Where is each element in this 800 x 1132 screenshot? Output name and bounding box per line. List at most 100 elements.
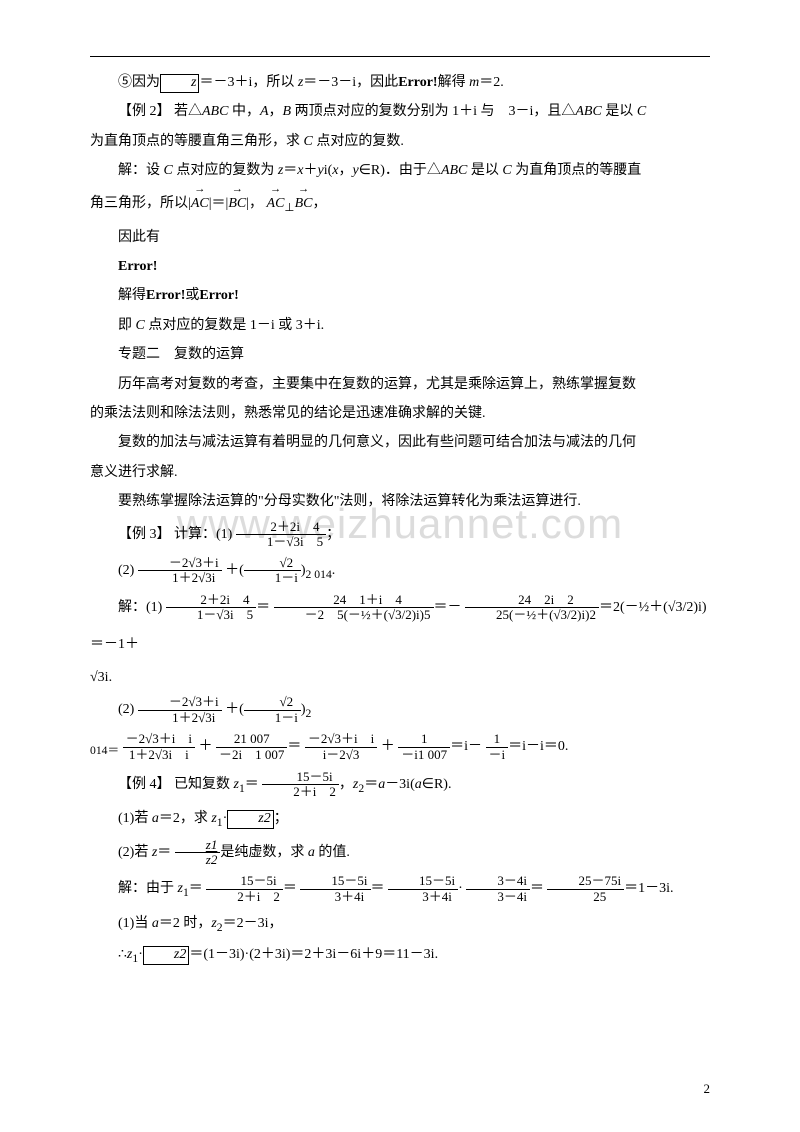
para-11: 历年高考对复数的考查，主要集中在复数的运算，尤其是乘除运算上，熟练掌握复数 bbox=[90, 370, 710, 399]
para-13: 复数的加法与减法运算有着明显的几何意义，因此有些问题可结合加法与减法的几何 bbox=[90, 428, 710, 457]
para-15: 要熟练掌握除法运算的"分母实数化"法则，将除法运算转化为乘法运算进行. bbox=[90, 487, 710, 516]
num: 2＋2i 4 bbox=[236, 520, 326, 535]
exp: 2 014 bbox=[306, 568, 332, 581]
frac: 25－75i25 bbox=[547, 874, 624, 904]
num: 15－5i bbox=[262, 770, 339, 785]
num: －2√3＋i i bbox=[123, 732, 195, 747]
t: ＝ bbox=[245, 777, 259, 792]
solution-2: (2) －2√3＋i1＋2√3i ＋(√21－i)2 bbox=[90, 692, 710, 729]
den: 3－4i bbox=[466, 890, 530, 904]
C: C bbox=[136, 318, 145, 333]
frac: 1－i1 007 bbox=[398, 732, 450, 762]
frac: 15－5i2＋i 2 bbox=[206, 874, 283, 904]
t: 是以 bbox=[602, 104, 637, 119]
part-1: (1)若 a＝2，求 z1·z2； bbox=[90, 804, 710, 835]
t: 解得 bbox=[438, 75, 470, 90]
C: C bbox=[304, 134, 313, 149]
para-14: 意义进行求解. bbox=[90, 458, 710, 487]
den: 1－√3i 5 bbox=[166, 608, 256, 622]
para-5: 角三角形，所以|AC|＝|BC|， AC⊥BC， bbox=[90, 186, 710, 223]
num: 24 1＋i 4 bbox=[274, 593, 434, 608]
den: 1＋2√3i bbox=[138, 711, 222, 725]
t: 中， bbox=[228, 104, 260, 119]
B: B bbox=[283, 104, 292, 119]
exp: 2 bbox=[306, 707, 312, 720]
t: ＝ bbox=[364, 777, 378, 792]
para-1: ⑤因为z＝－3＋i，所以 z＝－3－i，因此Error!解得 m＝2. bbox=[90, 68, 710, 97]
z2-box: z2 bbox=[143, 946, 189, 965]
z2-box: z2 bbox=[227, 810, 273, 829]
t: 意义进行求解. bbox=[90, 465, 178, 480]
a: a bbox=[415, 777, 422, 792]
frac: 15－5i3＋4i bbox=[300, 874, 370, 904]
num: －2√3＋i bbox=[138, 695, 222, 710]
result-2: ∴z1·z2＝(1－3i)·(2＋3i)＝2＋3i－6i＋9＝11－3i. bbox=[90, 940, 710, 971]
t: ∈R). bbox=[422, 777, 452, 792]
num: 25－75i bbox=[547, 874, 624, 889]
num: √2 bbox=[244, 695, 301, 710]
final-solution: 解：由于 z1＝ 15－5i2＋i 2＝ 15－5i3＋4i＝ 15－5i3＋4… bbox=[90, 871, 710, 908]
frac: 15－5i2＋i 2 bbox=[262, 770, 339, 800]
example-4: 【例 4】 已知复数 z1＝ 15－5i2＋i 2，z2＝a－3i(a∈R). bbox=[90, 767, 710, 804]
vec-ac: AC bbox=[267, 186, 285, 222]
t: ＝1－3i. bbox=[624, 881, 673, 896]
t: ， bbox=[269, 104, 283, 119]
t: 解：(1) bbox=[118, 600, 162, 615]
abc: ABC bbox=[575, 104, 601, 119]
num: －2√3＋i i bbox=[305, 732, 377, 747]
t: (－½＋(√3/2)i) bbox=[620, 600, 707, 615]
vec-bc: BC bbox=[228, 186, 246, 222]
num: 1 bbox=[486, 732, 509, 747]
vec-bc: BC bbox=[295, 186, 313, 222]
den: i－2√3 bbox=[305, 748, 377, 762]
A: A bbox=[260, 104, 269, 119]
t: 即 bbox=[118, 318, 136, 333]
t: ∴ bbox=[118, 947, 127, 962]
num: －2√3＋i bbox=[138, 556, 222, 571]
error: Error! bbox=[118, 259, 157, 274]
den: －i bbox=[486, 748, 509, 762]
t: －3i( bbox=[385, 777, 415, 792]
t: ＝2 时， bbox=[159, 916, 212, 931]
t: ＝ bbox=[371, 881, 385, 896]
t: · bbox=[458, 881, 463, 896]
num: 15－5i bbox=[300, 874, 370, 889]
frac: －2√3＋i1＋2√3i bbox=[138, 556, 222, 586]
t: |＝| bbox=[209, 196, 229, 211]
t: 解：设 bbox=[118, 163, 164, 178]
document-content: ⑤因为z＝－3＋i，所以 z＝－3－i，因此Error!解得 m＝2. 【例 2… bbox=[90, 68, 710, 971]
t: ＝ bbox=[157, 845, 171, 860]
C: C bbox=[502, 163, 511, 178]
den: 1－i bbox=[244, 571, 301, 585]
t: 解得 bbox=[118, 288, 146, 303]
C: C bbox=[637, 104, 646, 119]
t: ， bbox=[339, 163, 353, 178]
den: 3＋4i bbox=[388, 890, 458, 904]
vec-ac: AC bbox=[191, 186, 209, 222]
abc: ABC bbox=[202, 104, 228, 119]
example-3-line2: (2) －2√3＋i1＋2√3i ＋(√21－i)2 014. bbox=[90, 553, 710, 590]
num: √2 bbox=[244, 556, 301, 571]
top-rule bbox=[90, 56, 710, 57]
a: a bbox=[308, 845, 315, 860]
t: 【例 3】 计算：(1) bbox=[118, 527, 232, 542]
para-3: 为直角顶点的等腰直角三角形，求 C 点对应的复数. bbox=[90, 127, 710, 156]
t: ＋ bbox=[222, 702, 240, 717]
example-3-line1: 【例 3】 计算：(1) 2＋2i 41－√3i 5； bbox=[90, 517, 710, 553]
den: z2 bbox=[175, 853, 221, 867]
den: 1－√3i 5 bbox=[236, 535, 326, 549]
num: 2＋2i 4 bbox=[166, 593, 256, 608]
t: ＝i－ bbox=[450, 739, 482, 754]
t: ＝ bbox=[189, 881, 203, 896]
t: ＝ bbox=[256, 600, 270, 615]
t: √3i. bbox=[90, 670, 112, 685]
t: 因此有 bbox=[118, 230, 160, 245]
den: 25(－½＋(√3/2)i)2 bbox=[465, 608, 599, 622]
para-8: 解得Error!或Error! bbox=[90, 281, 710, 310]
den: －i1 007 bbox=[398, 748, 450, 762]
t: ＝－3＋i，所以 bbox=[199, 75, 297, 90]
num: 15－5i bbox=[206, 874, 283, 889]
t: 014＝ bbox=[90, 744, 119, 757]
frac: 24 2i 225(－½＋(√3/2)i)2 bbox=[465, 593, 599, 623]
den: 2＋i 2 bbox=[206, 890, 283, 904]
